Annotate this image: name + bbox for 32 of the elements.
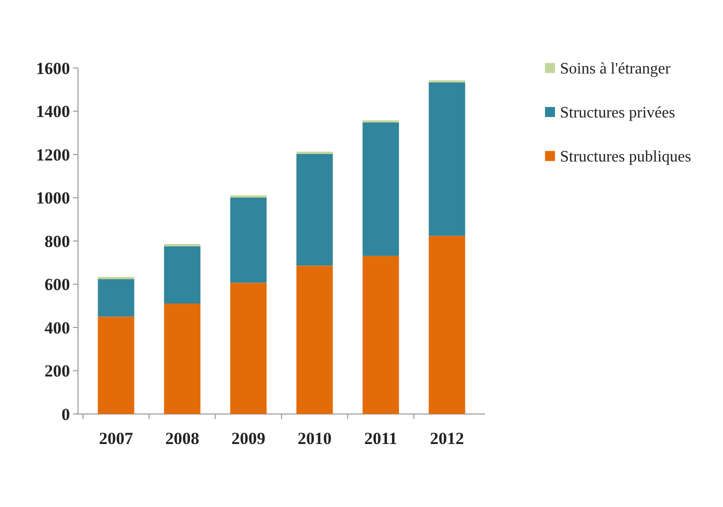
bar <box>98 316 134 414</box>
y-tick-label: 1200 <box>36 145 70 164</box>
bar <box>428 236 466 414</box>
y-tick-label: 400 <box>44 318 70 338</box>
bar <box>164 246 200 304</box>
y-tick-label: 0 <box>62 404 70 424</box>
y-tick-label: 200 <box>44 362 70 381</box>
x-tick-label: 2010 <box>298 429 332 448</box>
x-tick-label: 2007 <box>99 429 134 448</box>
legend-label: Structures privées <box>560 104 676 122</box>
bar <box>428 82 466 236</box>
bar <box>164 303 200 414</box>
bar <box>296 266 333 414</box>
bar <box>230 198 267 283</box>
y-tick-label: 1400 <box>36 102 70 122</box>
bar <box>98 276 134 280</box>
y-tick-label: 1000 <box>36 188 70 208</box>
legend-label: Soins à l'étranger <box>560 60 672 78</box>
bar <box>362 122 399 256</box>
y-tick-label: 800 <box>44 232 70 251</box>
bar <box>98 279 134 317</box>
y-tick-label: 1600 <box>36 58 70 78</box>
legend-label: Structures publiques <box>560 148 692 166</box>
x-tick-label: 2008 <box>165 429 200 448</box>
bar <box>230 282 267 414</box>
x-tick-label: 2009 <box>231 429 266 448</box>
bar <box>296 154 333 266</box>
bar <box>362 256 399 414</box>
bar <box>230 195 267 198</box>
y-tick-label: 600 <box>44 275 70 294</box>
x-tick-label: 2012 <box>430 429 464 448</box>
x-tick-label: 2011 <box>364 429 398 448</box>
